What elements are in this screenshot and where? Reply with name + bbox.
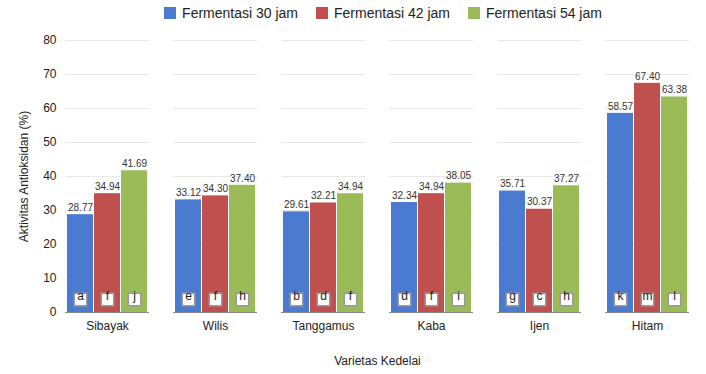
svg-text:60: 60 [43,101,57,115]
html-text:Fermentasi 54 jam: Fermentasi 54 jam [486,5,602,21]
svg-text:Aktivitas Antioksidan (%): Aktivitas Antioksidan (%) [17,111,31,242]
svg-text:20: 20 [43,237,57,251]
svg-text:k: k [618,289,625,303]
svg-text:34.94: 34.94 [95,181,120,192]
svg-text:f: f [349,289,353,303]
html-text:Fermentasi 30 jam: Fermentasi 30 jam [182,5,298,21]
svg-text:32.34: 32.34 [392,190,417,201]
svg-text:Wilis: Wilis [203,319,228,333]
svg-text:b: b [293,289,300,303]
svg-text:32.21: 32.21 [311,190,336,201]
svg-text:58.57: 58.57 [608,101,633,112]
svg-text:j: j [132,289,136,303]
svg-text:0: 0 [50,305,57,319]
svg-text:f: f [106,289,110,303]
svg-text:l: l [673,289,676,303]
svg-text:h: h [563,289,570,303]
svg-text:63.38: 63.38 [662,84,687,95]
svg-text:33.12: 33.12 [176,187,201,198]
svg-text:c: c [537,289,543,303]
svg-text:40: 40 [43,169,57,183]
svg-text:10: 10 [43,271,57,285]
svg-text:Hitam: Hitam [632,319,663,333]
svg-text:g: g [509,289,516,303]
svg-text:38.05: 38.05 [446,170,471,181]
svg-text:m: m [643,289,653,303]
svg-text:70: 70 [43,67,57,81]
svg-text:34.94: 34.94 [338,181,363,192]
svg-text:67.40: 67.40 [635,71,660,82]
svg-text:30.37: 30.37 [527,196,552,207]
svg-text:e: e [185,289,192,303]
svg-text:d: d [401,289,408,303]
svg-text:80: 80 [43,33,57,47]
svg-text:28.77: 28.77 [68,202,93,213]
svg-text:41.69: 41.69 [122,158,147,169]
svg-text:34.94: 34.94 [419,181,444,192]
svg-text:a: a [77,289,84,303]
svg-text:Ijen: Ijen [530,319,549,333]
svg-text:Tanggamus: Tanggamus [292,319,354,333]
svg-text:37.27: 37.27 [554,173,579,184]
svg-text:i: i [457,289,460,303]
svg-text:f: f [214,289,218,303]
svg-text:Kaba: Kaba [417,319,445,333]
svg-text:35.71: 35.71 [500,178,525,189]
svg-text:34.30: 34.30 [203,183,228,194]
svg-text:Varietas Kedelai: Varietas Kedelai [334,354,421,368]
svg-text:29.61: 29.61 [284,199,309,210]
svg-text:37.40: 37.40 [230,173,255,184]
svg-text:Sibayak: Sibayak [86,319,130,333]
svg-text:f: f [430,289,434,303]
svg-text:h: h [239,289,246,303]
svg-text:d: d [320,289,327,303]
html-text:Fermentasi 42 jam: Fermentasi 42 jam [334,5,450,21]
svg-text:50: 50 [43,135,57,149]
svg-text:30: 30 [43,203,57,217]
